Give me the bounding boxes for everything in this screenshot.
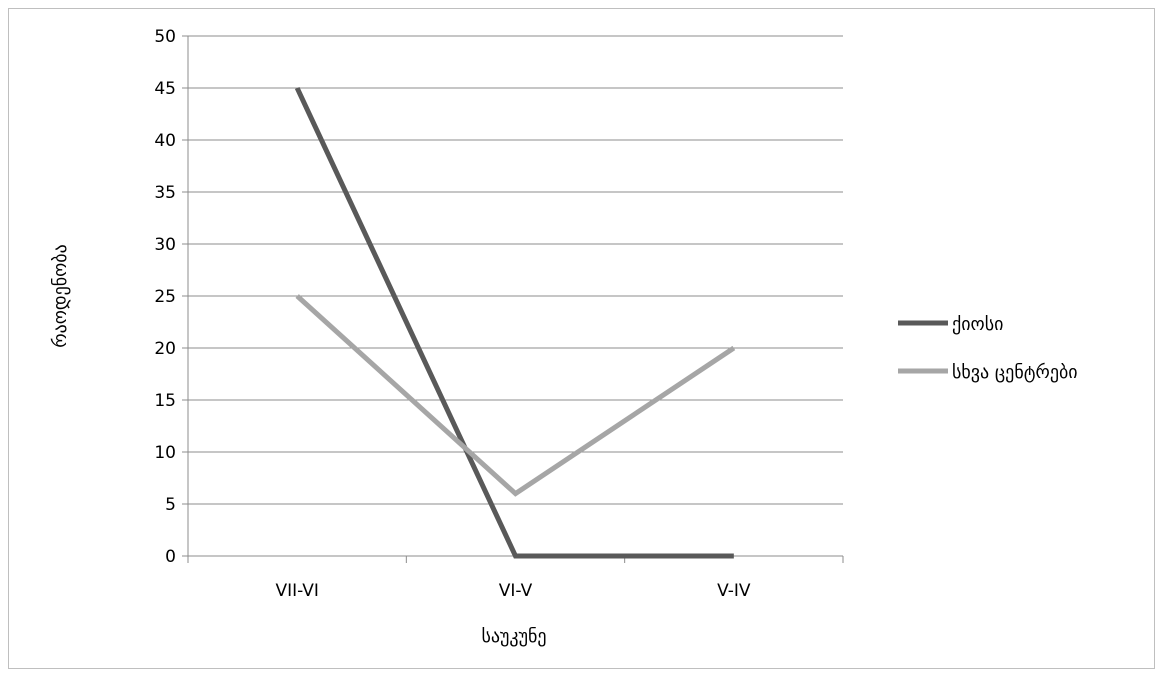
- x-axis-title: საუკუნე: [481, 626, 546, 647]
- legend: ქიოსი სხვა ცენტრები: [898, 314, 1078, 383]
- x-tick-labels: VII-VI VI-V V-IV: [275, 581, 750, 601]
- y-axis-title: რაოდენობა: [50, 244, 71, 348]
- y-tick-label: 5: [165, 495, 176, 515]
- y-tick-label: 40: [154, 131, 176, 151]
- legend-label-other-centers: სხვა ცენტრები: [952, 362, 1078, 383]
- y-tick-label: 45: [154, 79, 176, 99]
- x-tick-label: V-IV: [717, 581, 751, 601]
- series-line-1: [295, 294, 736, 497]
- y-tick-label: 10: [154, 443, 176, 463]
- series-lines: [294, 86, 736, 559]
- x-tick-label: VII-VI: [275, 581, 318, 601]
- y-tick-label: 35: [154, 183, 176, 203]
- series-line-0: [294, 86, 734, 559]
- y-tick-label: 30: [154, 235, 176, 255]
- gridlines: [188, 35, 843, 505]
- y-tick-label: 25: [154, 287, 176, 307]
- y-tick-labels: 0 5 10 15 20 25 30 35 40 45 50: [154, 27, 176, 567]
- legend-label-kiosi: ქიოსი: [952, 314, 1003, 335]
- y-tick-label: 15: [154, 391, 176, 411]
- y-tick-label: 0: [165, 547, 176, 567]
- axes: [182, 35, 844, 563]
- y-tick-label: 50: [154, 27, 176, 47]
- x-tick-label: VI-V: [499, 581, 533, 601]
- chart-frame: [8, 8, 1155, 669]
- y-tick-label: 20: [154, 339, 176, 359]
